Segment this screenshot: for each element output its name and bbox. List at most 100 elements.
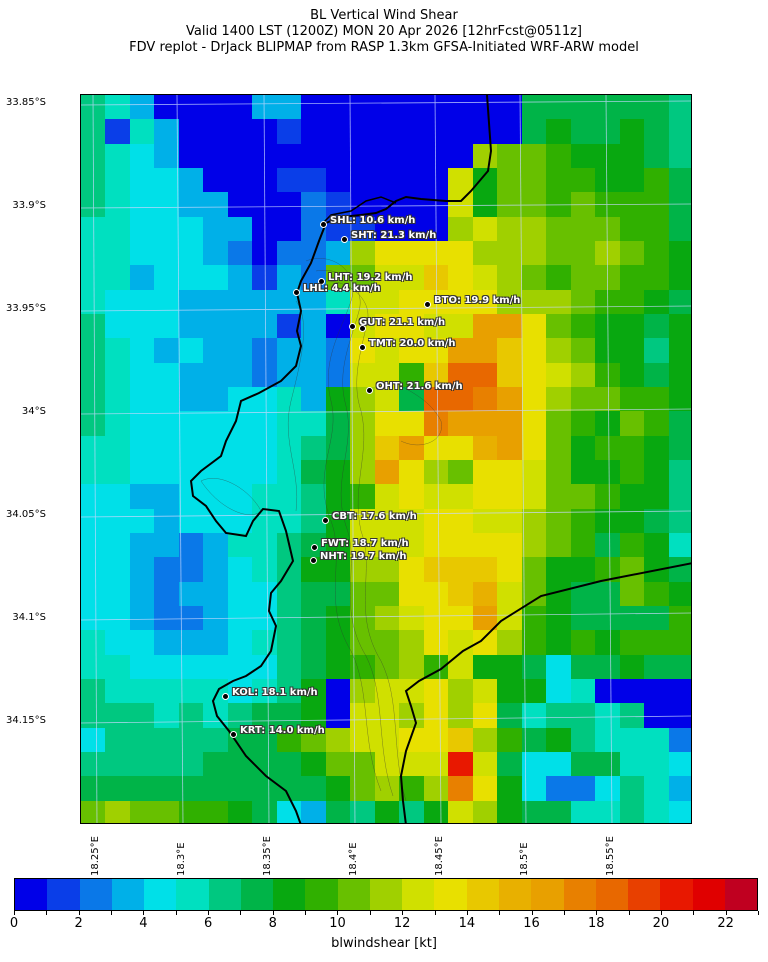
heatmap-cell [644, 508, 669, 533]
heatmap-cell [521, 143, 547, 168]
heatmap-cell [227, 460, 253, 485]
x-tick-label: 18.4°E [348, 842, 359, 876]
heatmap-cell [374, 314, 400, 339]
heatmap-cell [521, 95, 547, 120]
station-dot-icon[interactable] [310, 543, 318, 551]
station-dot-icon[interactable] [358, 324, 366, 332]
heatmap-cell [252, 314, 277, 339]
colorbar-tick [402, 911, 404, 915]
y-tick-label: 34°S [21, 406, 46, 417]
heatmap-cell [595, 533, 620, 558]
station-dot-icon[interactable] [292, 288, 300, 296]
heatmap-cell [521, 533, 547, 558]
heatmap-cell [301, 411, 326, 436]
station-dot-icon[interactable] [229, 730, 237, 738]
heatmap-cell [644, 143, 669, 168]
heatmap-cell [399, 606, 424, 631]
heatmap-cell [374, 216, 400, 241]
colorbar-tick-label: 20 [652, 916, 670, 931]
heatmap-cell [399, 727, 424, 752]
heatmap-cell [497, 581, 522, 606]
colorbar-tick [596, 911, 598, 915]
heatmap-cell [619, 338, 645, 363]
heatmap-cell [252, 95, 277, 120]
station-label: SHL: 10.6 km/h [330, 215, 416, 226]
heatmap-cell [668, 216, 691, 241]
heatmap-cell [81, 581, 106, 606]
heatmap-cell [521, 679, 547, 704]
station-label: LHL: 4.4 km/h [303, 283, 381, 294]
heatmap-cell [301, 314, 326, 339]
heatmap-cell [570, 557, 596, 582]
station-dot-icon[interactable] [221, 692, 229, 700]
heatmap-cell [374, 289, 400, 314]
colorbar-swatch [337, 879, 370, 910]
station-dot-icon[interactable] [423, 300, 431, 308]
heatmap-cell [472, 557, 498, 582]
heatmap-cell [595, 484, 620, 509]
coastline [189, 95, 493, 823]
y-tick-label: 34.05°S [6, 509, 46, 520]
heatmap-cell [472, 679, 498, 704]
heatmap-cell [252, 727, 277, 752]
heatmap-cell [399, 289, 424, 314]
heatmap-cell [497, 338, 522, 363]
heatmap-cell [178, 727, 204, 752]
heatmap-cell [546, 143, 571, 168]
station-label: KOL: 18.1 km/h [232, 687, 318, 698]
heatmap-cell [325, 168, 351, 193]
heatmap-cell [619, 460, 645, 485]
heatmap-cell [276, 95, 302, 120]
x-tick-label: 18.45°E [434, 836, 445, 876]
heatmap-cell [595, 314, 620, 339]
heatmap-cell [203, 557, 228, 582]
heatmap-cell [448, 533, 473, 558]
heatmap-cell [129, 679, 155, 704]
station-dot-icon[interactable] [365, 386, 373, 394]
heatmap-cell [227, 776, 253, 801]
heatmap-cell [497, 630, 522, 655]
heatmap-cell [619, 289, 645, 314]
station-dot-icon[interactable] [340, 235, 348, 243]
heatmap-cell [472, 314, 498, 339]
heatmap-cell [668, 606, 691, 631]
heatmap-cell [472, 581, 498, 606]
heatmap-cell [178, 800, 204, 823]
heatmap-cell [350, 362, 375, 387]
heatmap-cell [203, 241, 228, 266]
heatmap-cell [546, 776, 571, 801]
colorbar-swatch [498, 879, 532, 910]
heatmap-cell [129, 508, 155, 533]
heatmap-cell [154, 192, 179, 217]
heatmap-cell [276, 581, 302, 606]
map-plot-area[interactable] [80, 94, 692, 824]
heatmap-cell [619, 216, 645, 241]
station-dot-icon[interactable] [358, 343, 366, 351]
colorbar-tick [46, 911, 48, 915]
station-dot-icon[interactable] [319, 220, 327, 228]
station-dot-icon[interactable] [348, 322, 356, 330]
station-dot-icon[interactable] [321, 516, 329, 524]
station-dot-icon[interactable] [317, 277, 325, 285]
heatmap-cell [570, 654, 596, 679]
colorbar-label: blwindshear [kt] [331, 936, 437, 951]
heatmap-cell [570, 727, 596, 752]
heatmap-cell [497, 362, 522, 387]
colorbar-swatch [111, 879, 145, 910]
heatmap-cell [154, 679, 179, 704]
heatmap-cell [129, 581, 155, 606]
heatmap-cell [423, 727, 449, 752]
heatmap-cell [154, 362, 179, 387]
heatmap-cell [497, 752, 522, 777]
heatmap-cell [423, 508, 449, 533]
station-dot-icon[interactable] [309, 556, 317, 564]
heatmap-cell [154, 533, 179, 558]
heatmap-cell [668, 752, 691, 777]
heatmap-cell [129, 216, 155, 241]
heatmap-cell [668, 411, 691, 436]
heatmap-cell [178, 606, 204, 631]
heatmap-cell [399, 654, 424, 679]
heatmap-cell [129, 800, 155, 823]
heatmap-cell [129, 265, 155, 290]
x-tick-label: 18.5°E [519, 842, 530, 876]
